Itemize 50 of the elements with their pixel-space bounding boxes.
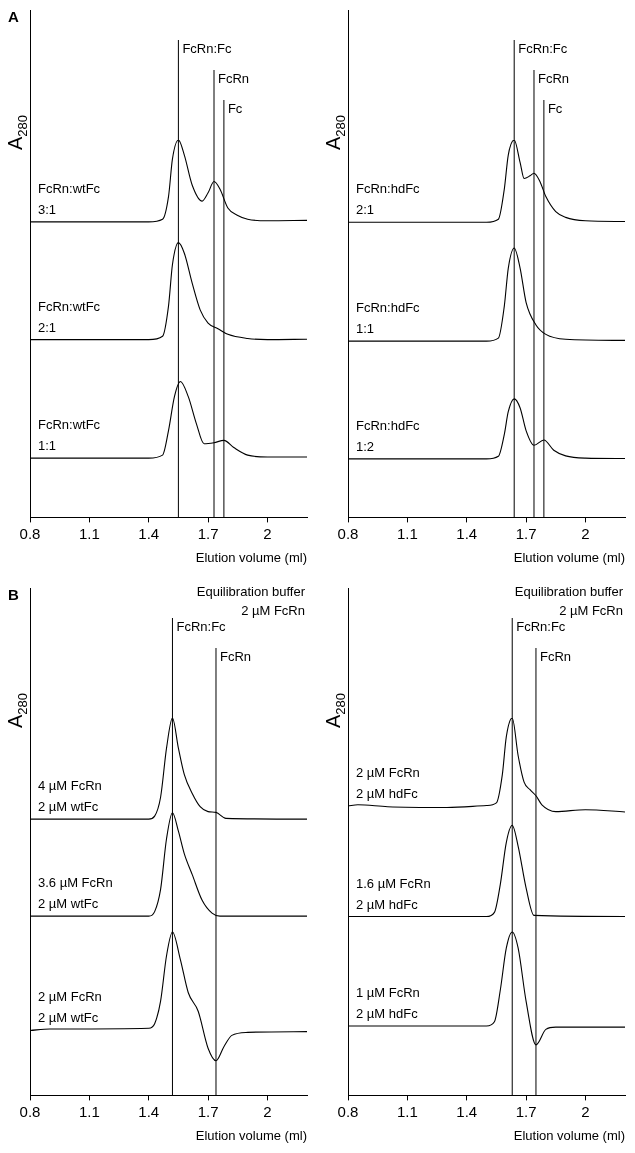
series-label: FcRn:wtFc 1:1 xyxy=(38,417,101,454)
series-label: 3.6 µM FcRn 2 µM wtFc xyxy=(38,875,113,912)
series-label: 1 µM FcRn 2 µM hdFc xyxy=(356,984,420,1021)
x-tick-label: 1.1 xyxy=(78,524,100,542)
x-axis-title: Elution volume (ml) xyxy=(195,549,307,565)
x-tick-label: 2 xyxy=(581,524,590,542)
series-label: 1.6 µM FcRn 2 µM hdFc xyxy=(356,875,431,912)
text: Equilibration buffer 2 µM FcRn xyxy=(514,584,624,618)
x-axis-title: Elution volume (ml) xyxy=(513,1127,625,1143)
x-tick-label: 1.1 xyxy=(396,1102,418,1120)
x-tick-label: 1.7 xyxy=(197,1102,219,1120)
series-label: FcRn:hdFc 2:1 xyxy=(356,181,421,218)
x-axis-title: Elution volume (ml) xyxy=(195,1127,307,1143)
ref-line-label: Fc xyxy=(227,101,243,116)
ref-line-label: FcRn xyxy=(539,649,572,664)
ref-line-label: FcRn:Fc xyxy=(518,41,568,56)
x-tick-label: 0.8 xyxy=(337,524,359,542)
series-label: 4 µM FcRn 2 µM wtFc xyxy=(38,778,102,815)
series-label: 2 µM FcRn 2 µM wtFc xyxy=(38,989,102,1026)
x-tick-label: 0.8 xyxy=(19,1102,41,1120)
series-label: FcRn:hdFc 1:1 xyxy=(356,300,421,337)
chart-title: B xyxy=(8,586,19,603)
x-axis-title: Elution volume (ml) xyxy=(513,549,625,565)
x-tick-label: 1.7 xyxy=(515,1102,537,1120)
series-label: FcRn:wtFc 3:1 xyxy=(38,180,101,217)
x-tick-label: 1.7 xyxy=(515,524,537,542)
ref-line-label: FcRn xyxy=(537,71,570,86)
x-tick-label: 2 xyxy=(263,524,272,542)
chart-title: A xyxy=(8,8,19,25)
ref-line-label: FcRn:Fc xyxy=(176,619,227,634)
series-label: 2 µM FcRn 2 µM hdFc xyxy=(356,764,420,801)
series-label: FcRn:hdFc 1:2 xyxy=(356,417,421,454)
x-tick-label: 1.4 xyxy=(456,1102,478,1120)
ref-line-label: FcRn:Fc xyxy=(516,619,566,634)
x-tick-label: 2 xyxy=(263,1102,272,1120)
x-tick-label: 1.4 xyxy=(138,524,160,542)
series-label: FcRn:wtFc 2:1 xyxy=(38,298,101,335)
ref-line-label: FcRn xyxy=(218,71,250,86)
ref-line-label: Fc xyxy=(547,101,563,116)
x-tick-label: 1.7 xyxy=(197,524,219,542)
x-tick-label: 2 xyxy=(581,1102,590,1120)
x-tick-label: 0.8 xyxy=(337,1102,359,1120)
x-tick-label: 1.4 xyxy=(138,1102,160,1120)
x-tick-label: 1.4 xyxy=(456,524,478,542)
ref-line-label: FcRn:Fc xyxy=(182,41,232,56)
x-tick-label: 1.1 xyxy=(78,1102,100,1120)
x-tick-label: 0.8 xyxy=(19,524,41,542)
ref-line-label: FcRn xyxy=(219,649,252,664)
text: Equilibration buffer 2 µM FcRn xyxy=(196,584,306,618)
x-tick-label: 1.1 xyxy=(396,524,418,542)
